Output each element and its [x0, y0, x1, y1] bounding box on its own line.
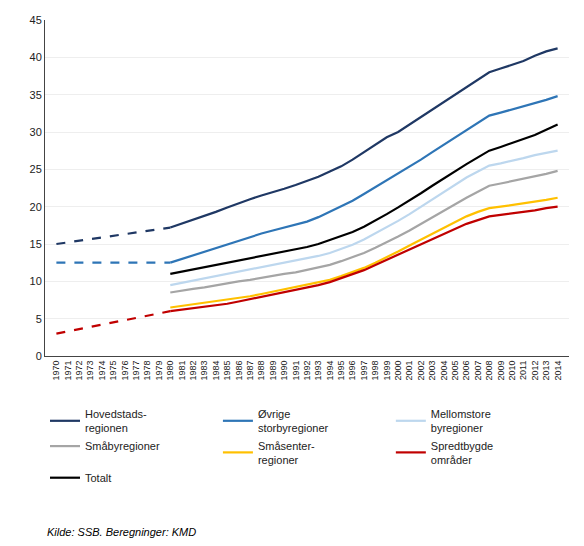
svg-text:1988: 1988: [256, 361, 266, 381]
svg-text:2013: 2013: [541, 361, 551, 381]
svg-text:1970: 1970: [51, 361, 61, 381]
svg-text:5: 5: [36, 313, 42, 325]
svg-text:2003: 2003: [427, 361, 437, 381]
svg-text:1996: 1996: [347, 361, 357, 381]
svg-text:Totalt: Totalt: [85, 472, 111, 484]
svg-text:1995: 1995: [336, 361, 346, 381]
svg-text:2009: 2009: [496, 361, 506, 381]
svg-text:2005: 2005: [450, 361, 460, 381]
svg-text:25: 25: [30, 163, 42, 175]
svg-text:1983: 1983: [199, 361, 209, 381]
svg-text:15: 15: [30, 238, 42, 250]
svg-text:40: 40: [30, 51, 42, 63]
svg-text:2012: 2012: [530, 361, 540, 381]
svg-text:1989: 1989: [268, 361, 278, 381]
svg-text:2011: 2011: [518, 361, 528, 380]
svg-text:2001: 2001: [404, 361, 414, 381]
svg-text:1976: 1976: [120, 361, 130, 381]
svg-text:Spredtbygdeområder: Spredtbygdeområder: [431, 440, 493, 466]
svg-text:1979: 1979: [154, 361, 164, 381]
svg-text:1972: 1972: [74, 361, 84, 381]
svg-text:1981: 1981: [177, 361, 187, 381]
svg-text:1994: 1994: [325, 361, 335, 381]
svg-text:1977: 1977: [131, 361, 141, 381]
svg-text:1999: 1999: [382, 361, 392, 381]
svg-text:1991: 1991: [291, 361, 301, 381]
svg-text:45: 45: [30, 14, 42, 26]
svg-text:1990: 1990: [279, 361, 289, 381]
svg-text:1987: 1987: [245, 361, 255, 381]
svg-text:1974: 1974: [97, 361, 107, 381]
svg-text:1985: 1985: [222, 361, 232, 381]
svg-text:1992: 1992: [302, 361, 312, 381]
svg-text:2007: 2007: [473, 361, 483, 381]
svg-text:Småbyregioner: Småbyregioner: [85, 440, 160, 452]
svg-text:Kilde: SSB. Beregninger: KMD: Kilde: SSB. Beregninger: KMD: [47, 526, 196, 538]
svg-text:1993: 1993: [313, 361, 323, 381]
svg-text:0: 0: [36, 350, 42, 362]
svg-text:10: 10: [30, 275, 42, 287]
svg-text:20: 20: [30, 201, 42, 213]
svg-text:1978: 1978: [142, 361, 152, 381]
svg-text:2000: 2000: [393, 361, 403, 381]
svg-text:Øvrigestorbyregioner: Øvrigestorbyregioner: [258, 408, 329, 434]
svg-text:2004: 2004: [439, 361, 449, 381]
svg-text:2010: 2010: [507, 361, 517, 381]
svg-text:Småsenter-regioner: Småsenter-regioner: [258, 440, 315, 466]
svg-text:Mellomstorebyregioner: Mellomstorebyregioner: [431, 408, 491, 434]
svg-text:2002: 2002: [416, 361, 426, 381]
svg-text:2014: 2014: [553, 361, 563, 381]
svg-text:1998: 1998: [370, 361, 380, 381]
svg-text:30: 30: [30, 126, 42, 138]
svg-text:2006: 2006: [461, 361, 471, 381]
svg-text:1971: 1971: [63, 361, 73, 381]
svg-text:1986: 1986: [234, 361, 244, 381]
svg-text:1980: 1980: [165, 361, 175, 381]
svg-text:1973: 1973: [85, 361, 95, 381]
svg-text:35: 35: [30, 89, 42, 101]
svg-text:Hovedstads-regionen: Hovedstads-regionen: [85, 408, 147, 434]
svg-text:1982: 1982: [188, 361, 198, 381]
svg-text:1975: 1975: [108, 361, 118, 381]
svg-text:1984: 1984: [211, 361, 221, 381]
svg-text:1997: 1997: [359, 361, 369, 381]
svg-text:2008: 2008: [484, 361, 494, 381]
